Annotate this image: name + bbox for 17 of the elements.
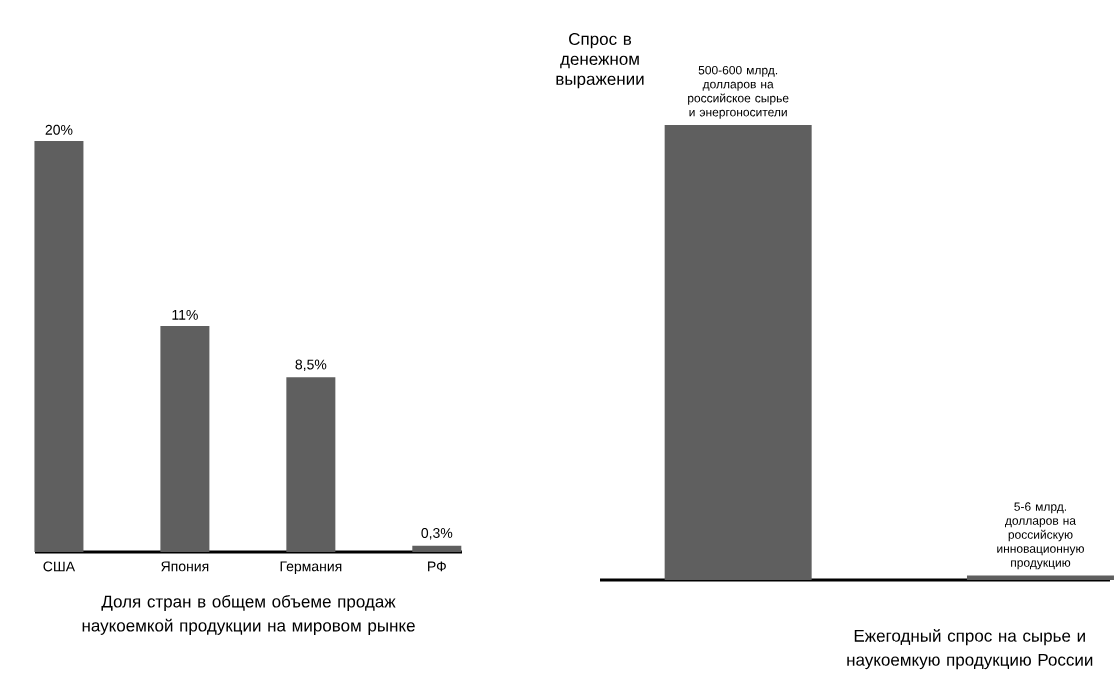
bar: [412, 545, 462, 552]
bar: [34, 140, 84, 552]
x-tick-label: Япония: [161, 561, 209, 572]
data-label: 0,3%: [421, 528, 453, 540]
x-tick-label: РФ: [428, 561, 446, 572]
bar: [286, 377, 336, 552]
data-label: 5-6 млрд. долларов на российскую инновационную продукцию: [997, 502, 1084, 570]
x-tick-label: Германия: [280, 561, 342, 575]
data-label: 20%: [45, 124, 73, 135]
data-label: 8,5%: [295, 359, 327, 372]
bar: [160, 325, 210, 552]
x-tick-label: США: [43, 561, 76, 572]
x-axis-title: Ежегодный спрос на сырье и наукоемкую продукцию России: [847, 629, 1093, 670]
y-axis-title: Спрос в денежном выражении: [556, 32, 644, 89]
x-axis-title: Доля стран в общем объеме продаж наукоемкой продукции на мировом рынке: [82, 594, 415, 635]
data-label: 11%: [172, 309, 198, 320]
data-label: 500-600 млрд. долларов на российское сырье и энергоносители: [688, 65, 789, 119]
